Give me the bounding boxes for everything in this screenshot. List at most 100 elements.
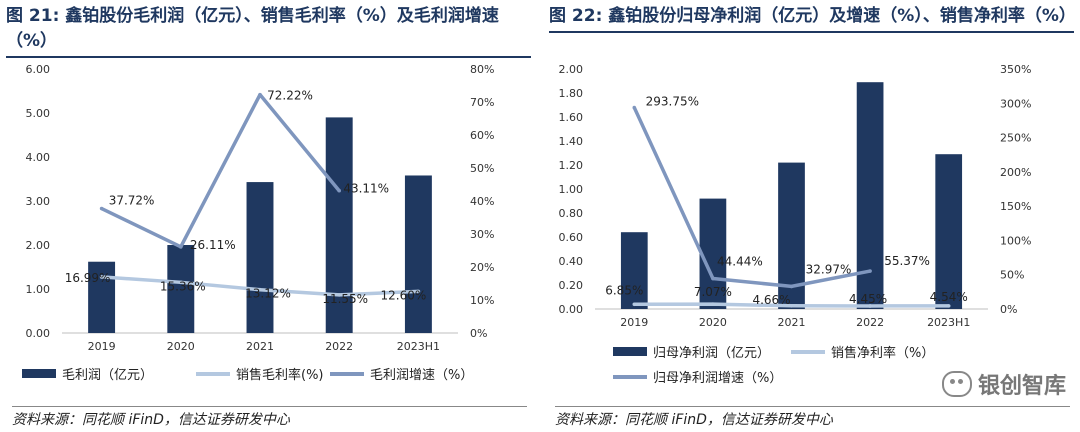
- growth-line: [100, 92, 341, 249]
- y-right-tick-label: 80%: [470, 63, 494, 76]
- chart-title: 图 21: 鑫铂股份毛利润（亿元）、销售毛利率（%）及毛利润增速（%）: [6, 4, 531, 58]
- bar: [88, 261, 116, 333]
- x-tick-label: 2022: [325, 340, 353, 353]
- y-right-tick-label: 200%: [1000, 166, 1031, 179]
- data-label: 11.55%: [322, 292, 368, 306]
- y-left-tick-label: 2.00: [559, 63, 584, 76]
- growth-line: [632, 106, 871, 289]
- data-label: 37.72%: [109, 194, 155, 208]
- y-left-tick-label: 1.00: [26, 283, 51, 296]
- legend-swatch: [22, 369, 56, 378]
- y-left-tick-label: 5.00: [26, 107, 51, 120]
- x-tick-label: 2023H1: [927, 316, 970, 329]
- legend-label: 销售毛利率(%): [236, 367, 324, 383]
- y-right-tick-label: 60%: [470, 129, 494, 142]
- line-point: [711, 276, 715, 281]
- line-point: [632, 302, 637, 307]
- y-left-tick-label: 1.80: [559, 87, 584, 100]
- x-tick-label: 2020: [167, 340, 195, 353]
- y-right-tick-label: 0%: [1000, 303, 1017, 316]
- chart-source: 资料来源：同花顺 iFinD，信达证券研发中心: [12, 406, 527, 429]
- y-right-tick-label: 40%: [470, 195, 494, 208]
- bar: [856, 82, 884, 309]
- line-point: [179, 280, 183, 285]
- data-label: 293.75%: [646, 95, 699, 109]
- y-right-tick-label: 300%: [1000, 97, 1031, 110]
- data-label: 12.60%: [381, 288, 427, 302]
- line-point: [258, 92, 262, 97]
- y-right-tick-label: 50%: [1000, 269, 1024, 282]
- line-point: [789, 284, 794, 289]
- bar: [167, 245, 195, 333]
- x-tick-label: 2019: [88, 340, 116, 353]
- x-tick-label: 2022: [856, 316, 884, 329]
- chart-panel-21: 图 21: 鑫铂股份毛利润（亿元）、销售毛利率（%）及毛利润增速（%） 0.00…: [6, 4, 531, 429]
- line-point: [416, 289, 421, 294]
- line-point: [632, 105, 637, 110]
- data-label: 4.54%: [930, 290, 968, 304]
- y-left-tick-label: 0.60: [559, 231, 584, 244]
- y-right-tick-label: 50%: [470, 162, 494, 175]
- data-label: 6.85%: [605, 283, 643, 297]
- y-left-tick-label: 4.00: [26, 151, 51, 164]
- line-point: [99, 275, 104, 279]
- y-left-tick-label: 1.40: [559, 135, 584, 148]
- y-left-tick-label: 6.00: [26, 63, 51, 76]
- data-label: 4.45%: [849, 292, 887, 306]
- y-right-tick-label: 10%: [470, 294, 494, 307]
- chart-title: 图 22: 鑫铂股份归母净利润（亿元）及增速（%）、销售净利率（%）: [549, 4, 1076, 33]
- data-label: 72.22%: [267, 89, 313, 103]
- y-right-tick-label: 20%: [470, 261, 494, 274]
- line-point: [99, 206, 104, 211]
- chart-canvas: 0.00 1.00 2.00 3.00 4.00 5.00 6.00 0% 10% 20% 30% 4…: [22, 63, 494, 383]
- watermark: 银创智库: [941, 368, 1066, 400]
- y-right-tick-label: 70%: [470, 96, 494, 109]
- legend-swatch: [613, 347, 647, 356]
- line-point: [179, 245, 183, 249]
- bar: [620, 232, 648, 309]
- bar: [325, 117, 353, 334]
- y-left-tick-label: 0.20: [559, 279, 584, 292]
- x-tick-label: 2019: [620, 316, 648, 329]
- y-left-tick-label: 1.00: [559, 183, 584, 196]
- chart-panel-22: 图 22: 鑫铂股份归母净利润（亿元）及增速（%）、销售净利率（%） 0.00 0…: [543, 0, 1080, 432]
- data-label: 26.11%: [190, 238, 236, 252]
- data-label: 55.37%: [884, 254, 930, 268]
- y-left-tick-label: 0.80: [559, 207, 584, 220]
- data-label: 13.12%: [245, 287, 291, 301]
- x-tick-label: 2023H1: [397, 340, 440, 353]
- line-point: [711, 302, 715, 306]
- y-right-tick-label: 0%: [470, 327, 487, 340]
- x-tick-label: 2021: [778, 316, 806, 329]
- legend-label: 销售净利率（%）: [831, 345, 934, 361]
- bar: [935, 154, 963, 309]
- line-point: [946, 304, 951, 308]
- y-right-tick-label: 30%: [470, 228, 494, 241]
- line-point: [337, 188, 342, 193]
- y-left-tick-label: 1.60: [559, 111, 584, 124]
- data-label: 15.36%: [160, 279, 206, 293]
- y-right-tick-label: 100%: [1000, 234, 1031, 247]
- x-tick-label: 2021: [246, 340, 274, 353]
- y-right-tick-label: 150%: [1000, 200, 1031, 213]
- y-left-tick-label: 3.00: [26, 195, 51, 208]
- chart-canvas: 0.00 0.20 0.40 0.60 0.80 1.00 1.20 1.40 1.60 1.80…: [559, 63, 1032, 386]
- chart-source: 资料来源：同花顺 iFinD，信达证券研发中心: [555, 406, 1070, 429]
- bar: [246, 182, 274, 333]
- line-point: [789, 304, 794, 308]
- y-left-tick-label: 0.40: [559, 255, 584, 268]
- data-label: 7.07%: [694, 285, 732, 299]
- wechat-icon: [941, 371, 972, 397]
- data-label: 43.11%: [343, 182, 389, 196]
- y-left-tick-label: 2.00: [26, 239, 51, 252]
- data-label: 44.44%: [717, 255, 763, 269]
- y-right-tick-label: 250%: [1000, 132, 1031, 145]
- line-point: [337, 293, 342, 297]
- y-right-tick-label: 350%: [1000, 63, 1031, 76]
- legend-label: 毛利润（亿元）: [62, 368, 153, 383]
- line-point: [868, 269, 872, 273]
- data-label: 4.66%: [752, 293, 790, 307]
- data-label: 16.99%: [65, 271, 111, 285]
- line-point: [258, 287, 262, 292]
- watermark-text: 银创智库: [977, 374, 1066, 399]
